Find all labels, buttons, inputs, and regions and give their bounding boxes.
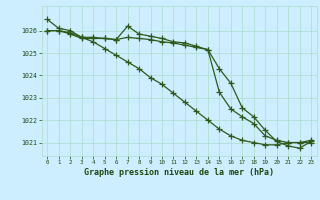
X-axis label: Graphe pression niveau de la mer (hPa): Graphe pression niveau de la mer (hPa): [84, 168, 274, 177]
